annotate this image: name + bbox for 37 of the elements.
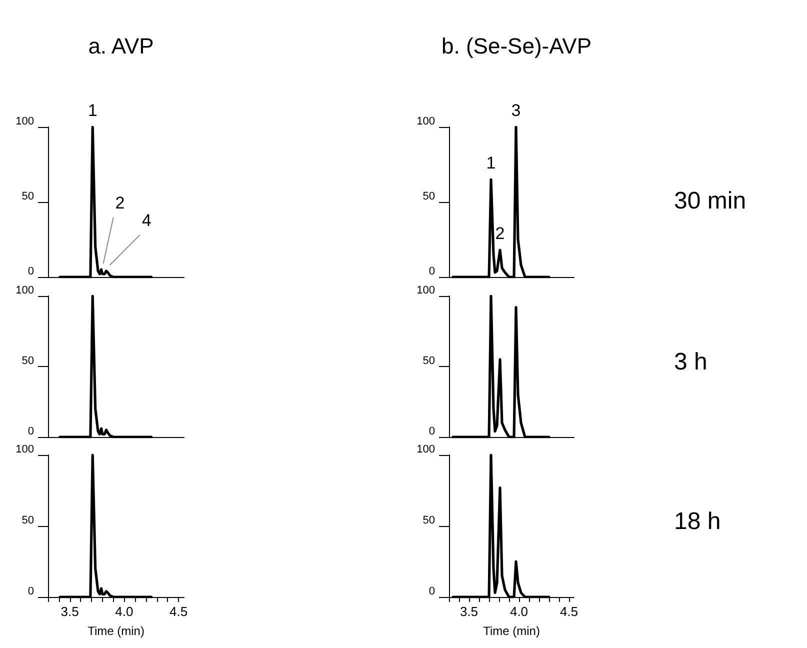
x-tick-label: 3.5 xyxy=(460,604,478,619)
y-tick-label: 0 xyxy=(28,426,34,438)
annotation: 2 xyxy=(495,224,505,243)
x-tick-label: 4.0 xyxy=(115,604,134,619)
x-tick-label: 4.5 xyxy=(560,604,578,619)
text: 18 h xyxy=(674,508,721,535)
annotation: 1 xyxy=(88,101,98,120)
y-tick-label: 50 xyxy=(22,355,34,367)
x-tick-label: 4.0 xyxy=(510,604,528,619)
text: 30 min xyxy=(674,188,746,214)
x-axis-title: Time (min) xyxy=(483,624,540,638)
annotation: 3 xyxy=(511,101,521,120)
y-tick-label: 100 xyxy=(416,116,435,128)
y-tick-label: 50 xyxy=(22,190,34,202)
x-tick-label: 4.5 xyxy=(170,604,188,619)
y-tick-label: 0 xyxy=(428,266,435,278)
y-tick-label: 0 xyxy=(28,586,34,598)
y-tick-label: 100 xyxy=(16,444,34,456)
y-tick-label: 0 xyxy=(428,586,435,598)
annotation: 4 xyxy=(142,211,152,230)
y-tick-label: 100 xyxy=(16,116,34,128)
y-tick-label: 50 xyxy=(422,355,435,367)
y-tick-label: 50 xyxy=(422,514,435,526)
chart-title: b. (Se-Se)-AVP xyxy=(442,34,592,58)
y-tick-label: 100 xyxy=(416,284,435,296)
y-tick-label: 0 xyxy=(28,266,34,278)
annotation: 1 xyxy=(486,154,496,172)
y-tick-label: 100 xyxy=(416,444,435,456)
y-tick-label: 50 xyxy=(422,190,435,202)
y-tick-label: 0 xyxy=(428,426,435,438)
x-tick-label: 3.5 xyxy=(60,604,79,619)
x-axis-title: Time (min) xyxy=(88,624,144,638)
y-tick-label: 100 xyxy=(16,284,34,296)
text: 3 h xyxy=(674,348,708,376)
annotation: 2 xyxy=(115,194,125,212)
chart-title: a. AVP xyxy=(88,34,154,58)
y-tick-label: 50 xyxy=(22,514,34,526)
